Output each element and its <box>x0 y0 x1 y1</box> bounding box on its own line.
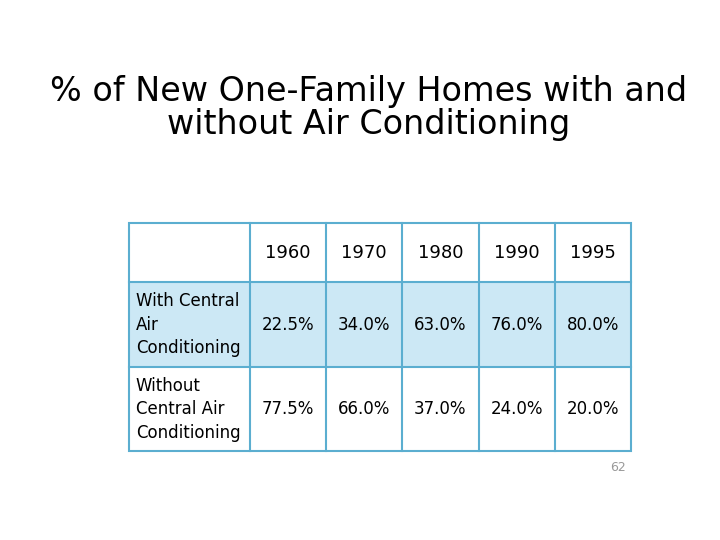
Text: 20.0%: 20.0% <box>567 400 619 418</box>
Text: 66.0%: 66.0% <box>338 400 390 418</box>
Text: 63.0%: 63.0% <box>414 315 467 334</box>
Text: 1970: 1970 <box>341 244 387 261</box>
Text: With Central
Air
Conditioning: With Central Air Conditioning <box>136 292 240 357</box>
Text: 1980: 1980 <box>418 244 463 261</box>
Text: % of New One-Family Homes with and: % of New One-Family Homes with and <box>50 75 688 108</box>
Text: 1960: 1960 <box>265 244 310 261</box>
Text: 80.0%: 80.0% <box>567 315 619 334</box>
Text: 24.0%: 24.0% <box>490 400 543 418</box>
Text: 22.5%: 22.5% <box>261 315 314 334</box>
Text: 62: 62 <box>610 461 626 474</box>
Text: 1995: 1995 <box>570 244 616 261</box>
Text: 76.0%: 76.0% <box>490 315 543 334</box>
Text: 34.0%: 34.0% <box>338 315 390 334</box>
Text: 77.5%: 77.5% <box>261 400 314 418</box>
Text: without Air Conditioning: without Air Conditioning <box>167 109 571 141</box>
Text: 37.0%: 37.0% <box>414 400 467 418</box>
Text: Without
Central Air
Conditioning: Without Central Air Conditioning <box>136 376 240 442</box>
Text: 1990: 1990 <box>494 244 539 261</box>
